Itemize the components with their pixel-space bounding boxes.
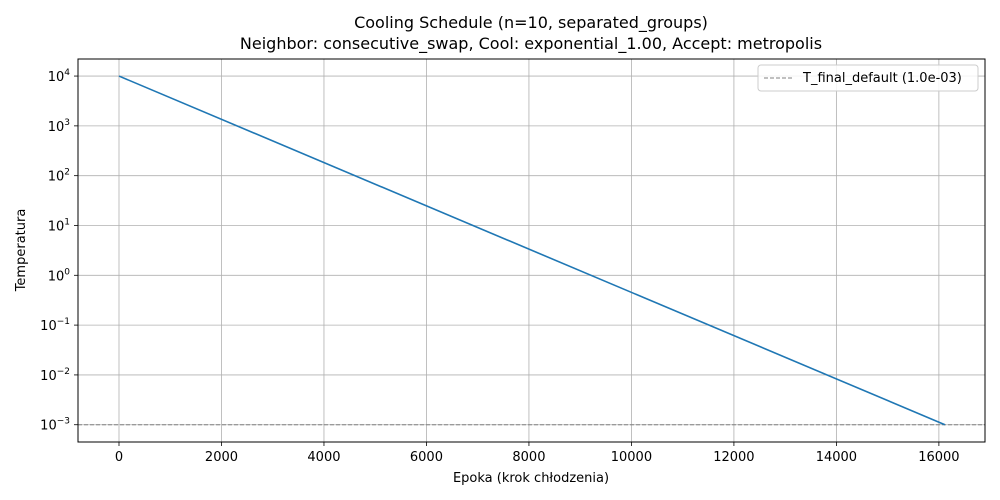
legend: T_final_default (1.0e-03) [757,64,979,92]
y-axis-ticks: 10−3 10−2 10−1 100 101 102 103 104 [40,68,78,434]
legend-box [757,64,979,92]
y-tick-label: 102 [48,168,70,185]
y-tick-label: 103 [48,118,70,135]
x-tick-label: 12000 [713,450,754,465]
y-tick-label: 101 [48,217,70,234]
chart-title-line-1: Cooling Schedule (n=10, separated_groups… [354,13,708,33]
y-axis-label: Temperatura [14,209,29,293]
y-tick-label: 10−1 [40,317,70,334]
chart-title-line-2: Neighbor: consecutive_swap, Cool: expone… [240,34,822,54]
y-tick-label: 100 [48,267,71,284]
x-tick-label: 14000 [816,450,857,465]
y-tick-label: 10−3 [40,417,70,434]
series-lines [118,75,946,426]
y-tick-label: 10−2 [40,367,70,384]
y-tick-label: 104 [48,68,71,85]
x-axis-ticks: 0 2000 4000 6000 8000 10000 12000 14000 16000 [115,442,960,465]
plot-frame [77,58,986,443]
series-line [118,75,946,426]
x-tick-label: 0 [115,450,123,465]
legend-label-reference: T_final_default (1.0e-03) [802,71,962,86]
x-tick-label: 2000 [205,450,238,465]
x-tick-label: 8000 [512,450,545,465]
x-tick-label: 6000 [410,450,443,465]
x-tick-label: 16000 [918,450,959,465]
x-tick-label: 4000 [307,450,340,465]
x-axis-label: Epoka (krok chłodzenia) [453,471,609,486]
x-tick-label: 10000 [611,450,652,465]
